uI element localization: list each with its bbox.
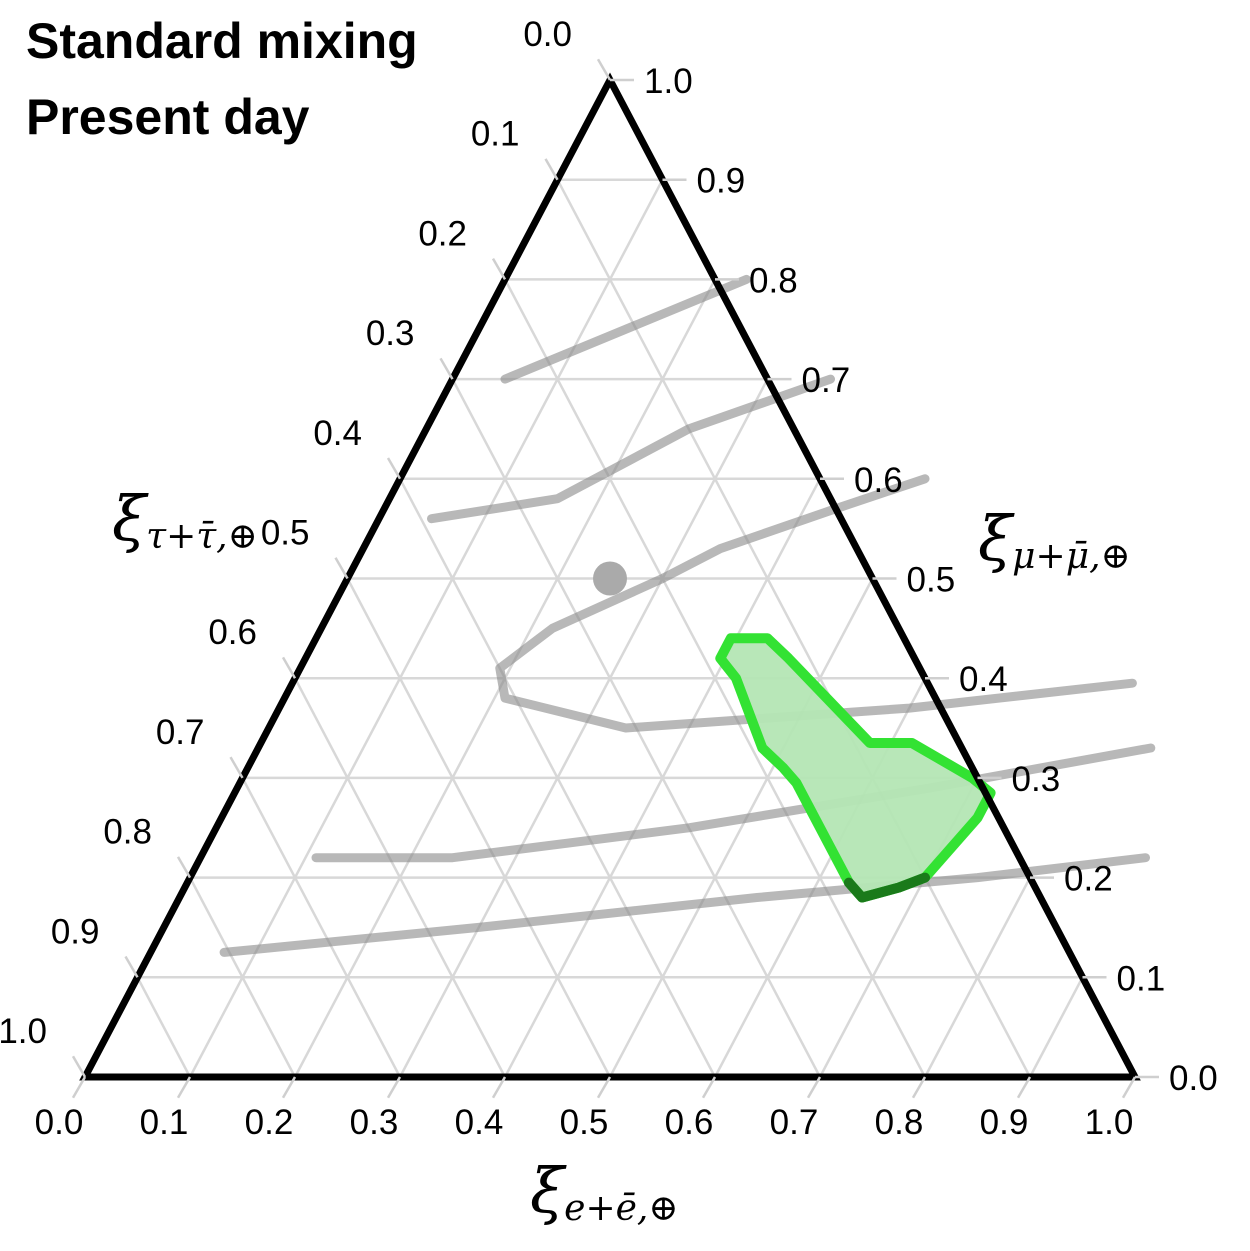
tick-label-e: 0.0 — [35, 1103, 84, 1142]
tick-mark-tau — [281, 656, 297, 679]
gridline-tau — [188, 877, 297, 1078]
gridline-tau — [136, 976, 192, 1078]
tick-label-e: 0.6 — [665, 1103, 714, 1142]
axis-ticks: 0.0 0.0 0.0 0.1 0.1 0.1 0.2 0.2 0.2 0.3 0.3 0.3 0.4 0… — [0, 15, 1218, 1142]
tick-mark-e — [1121, 1076, 1137, 1099]
gray-contours — [219, 274, 1156, 957]
gridline-tau — [241, 777, 402, 1078]
gridline-tau — [346, 577, 612, 1078]
tick-label-mu: 1.0 — [644, 62, 693, 101]
tick-mark-tau — [439, 357, 454, 380]
data-point — [593, 561, 627, 596]
bottom-axis-title: ξe+ē,⊕ — [530, 1154, 679, 1229]
tick-mark-e — [701, 1076, 717, 1099]
tick-label-e: 0.7 — [770, 1103, 819, 1142]
gridline-e — [923, 877, 1032, 1078]
tick-label-tau: 0.9 — [51, 912, 100, 951]
gray-contour-2 — [427, 374, 835, 524]
right-axis-title: ξμ+μ̄,⊕ — [978, 502, 1131, 577]
tick-label-mu: 0.9 — [697, 162, 746, 201]
tick-label-e: 0.3 — [350, 1103, 399, 1142]
title-line-1: Standard mixing — [26, 13, 418, 69]
gray-contour-1 — [500, 274, 751, 384]
left-axis-title: ξτ+τ̄,⊕ — [112, 482, 258, 557]
tick-mark-tau — [176, 856, 192, 879]
tick-label-mu: 0.3 — [1012, 760, 1061, 799]
tick-mark-e — [281, 1076, 297, 1099]
tick-label-e: 0.5 — [560, 1103, 609, 1142]
tick-mark-e — [386, 1076, 402, 1099]
tick-mark-e — [491, 1076, 507, 1099]
tick-label-e: 0.2 — [245, 1103, 294, 1142]
tick-label-tau: 0.5 — [261, 514, 310, 553]
gridlines — [136, 178, 1084, 1078]
tick-label-tau: 0.2 — [418, 214, 467, 253]
tick-mark-e — [911, 1076, 927, 1099]
tick-label-e: 1.0 — [1085, 1103, 1134, 1142]
tick-label-tau: 0.6 — [208, 613, 257, 652]
tick-mark-e — [1016, 1076, 1032, 1099]
tick-label-e: 0.1 — [140, 1103, 189, 1142]
tick-label-tau: 0.1 — [471, 115, 520, 154]
tick-label-mu: 0.6 — [854, 461, 903, 500]
tick-mark-e — [71, 1076, 87, 1099]
tick-mark-tau — [491, 257, 507, 281]
green-region-dark-edge — [843, 872, 930, 903]
tick-mark-tau — [71, 1055, 87, 1078]
tick-mark-tau — [334, 557, 349, 580]
gridline-e — [188, 179, 664, 1078]
gridline-tau — [293, 677, 507, 1078]
gridline-e — [608, 577, 874, 1078]
tick-label-mu: 0.8 — [749, 261, 798, 300]
tick-mark-e — [596, 1076, 612, 1099]
gridline-tau — [556, 179, 1032, 1078]
tick-label-tau: 0.4 — [313, 414, 362, 453]
tick-label-mu: 0.0 — [1169, 1059, 1218, 1098]
tick-label-tau: 1.0 — [0, 1012, 47, 1051]
tick-label-e: 0.4 — [455, 1103, 504, 1142]
gray-contour-4 — [311, 743, 1156, 863]
tick-label-mu: 0.4 — [959, 660, 1008, 699]
gray-contour-5 — [219, 853, 1150, 957]
tick-mark-e — [176, 1076, 192, 1099]
tick-label-tau: 0.7 — [156, 713, 205, 752]
tick-label-tau: 0.0 — [523, 15, 572, 54]
tick-label-tau: 0.3 — [366, 314, 415, 353]
tick-mark-tau — [544, 158, 559, 181]
tick-mark-tau — [124, 955, 139, 978]
tick-mark-e — [806, 1076, 822, 1099]
tick-mark-tau — [229, 756, 244, 779]
allowed-region — [593, 561, 996, 903]
tick-mark-tau — [596, 58, 612, 81]
tick-label-e: 0.8 — [875, 1103, 924, 1142]
gridline-e — [398, 378, 769, 1078]
title-line-2: Present day — [26, 89, 310, 145]
tick-label-mu: 0.5 — [907, 561, 956, 600]
tick-label-tau: 0.8 — [103, 813, 152, 852]
tick-label-mu: 0.2 — [1064, 860, 1113, 899]
tick-label-e: 0.9 — [980, 1103, 1029, 1142]
gridline-e — [1028, 976, 1084, 1078]
tick-label-mu: 0.1 — [1117, 959, 1166, 998]
tick-label-mu: 0.7 — [802, 361, 851, 400]
tick-mark-tau — [386, 457, 402, 480]
